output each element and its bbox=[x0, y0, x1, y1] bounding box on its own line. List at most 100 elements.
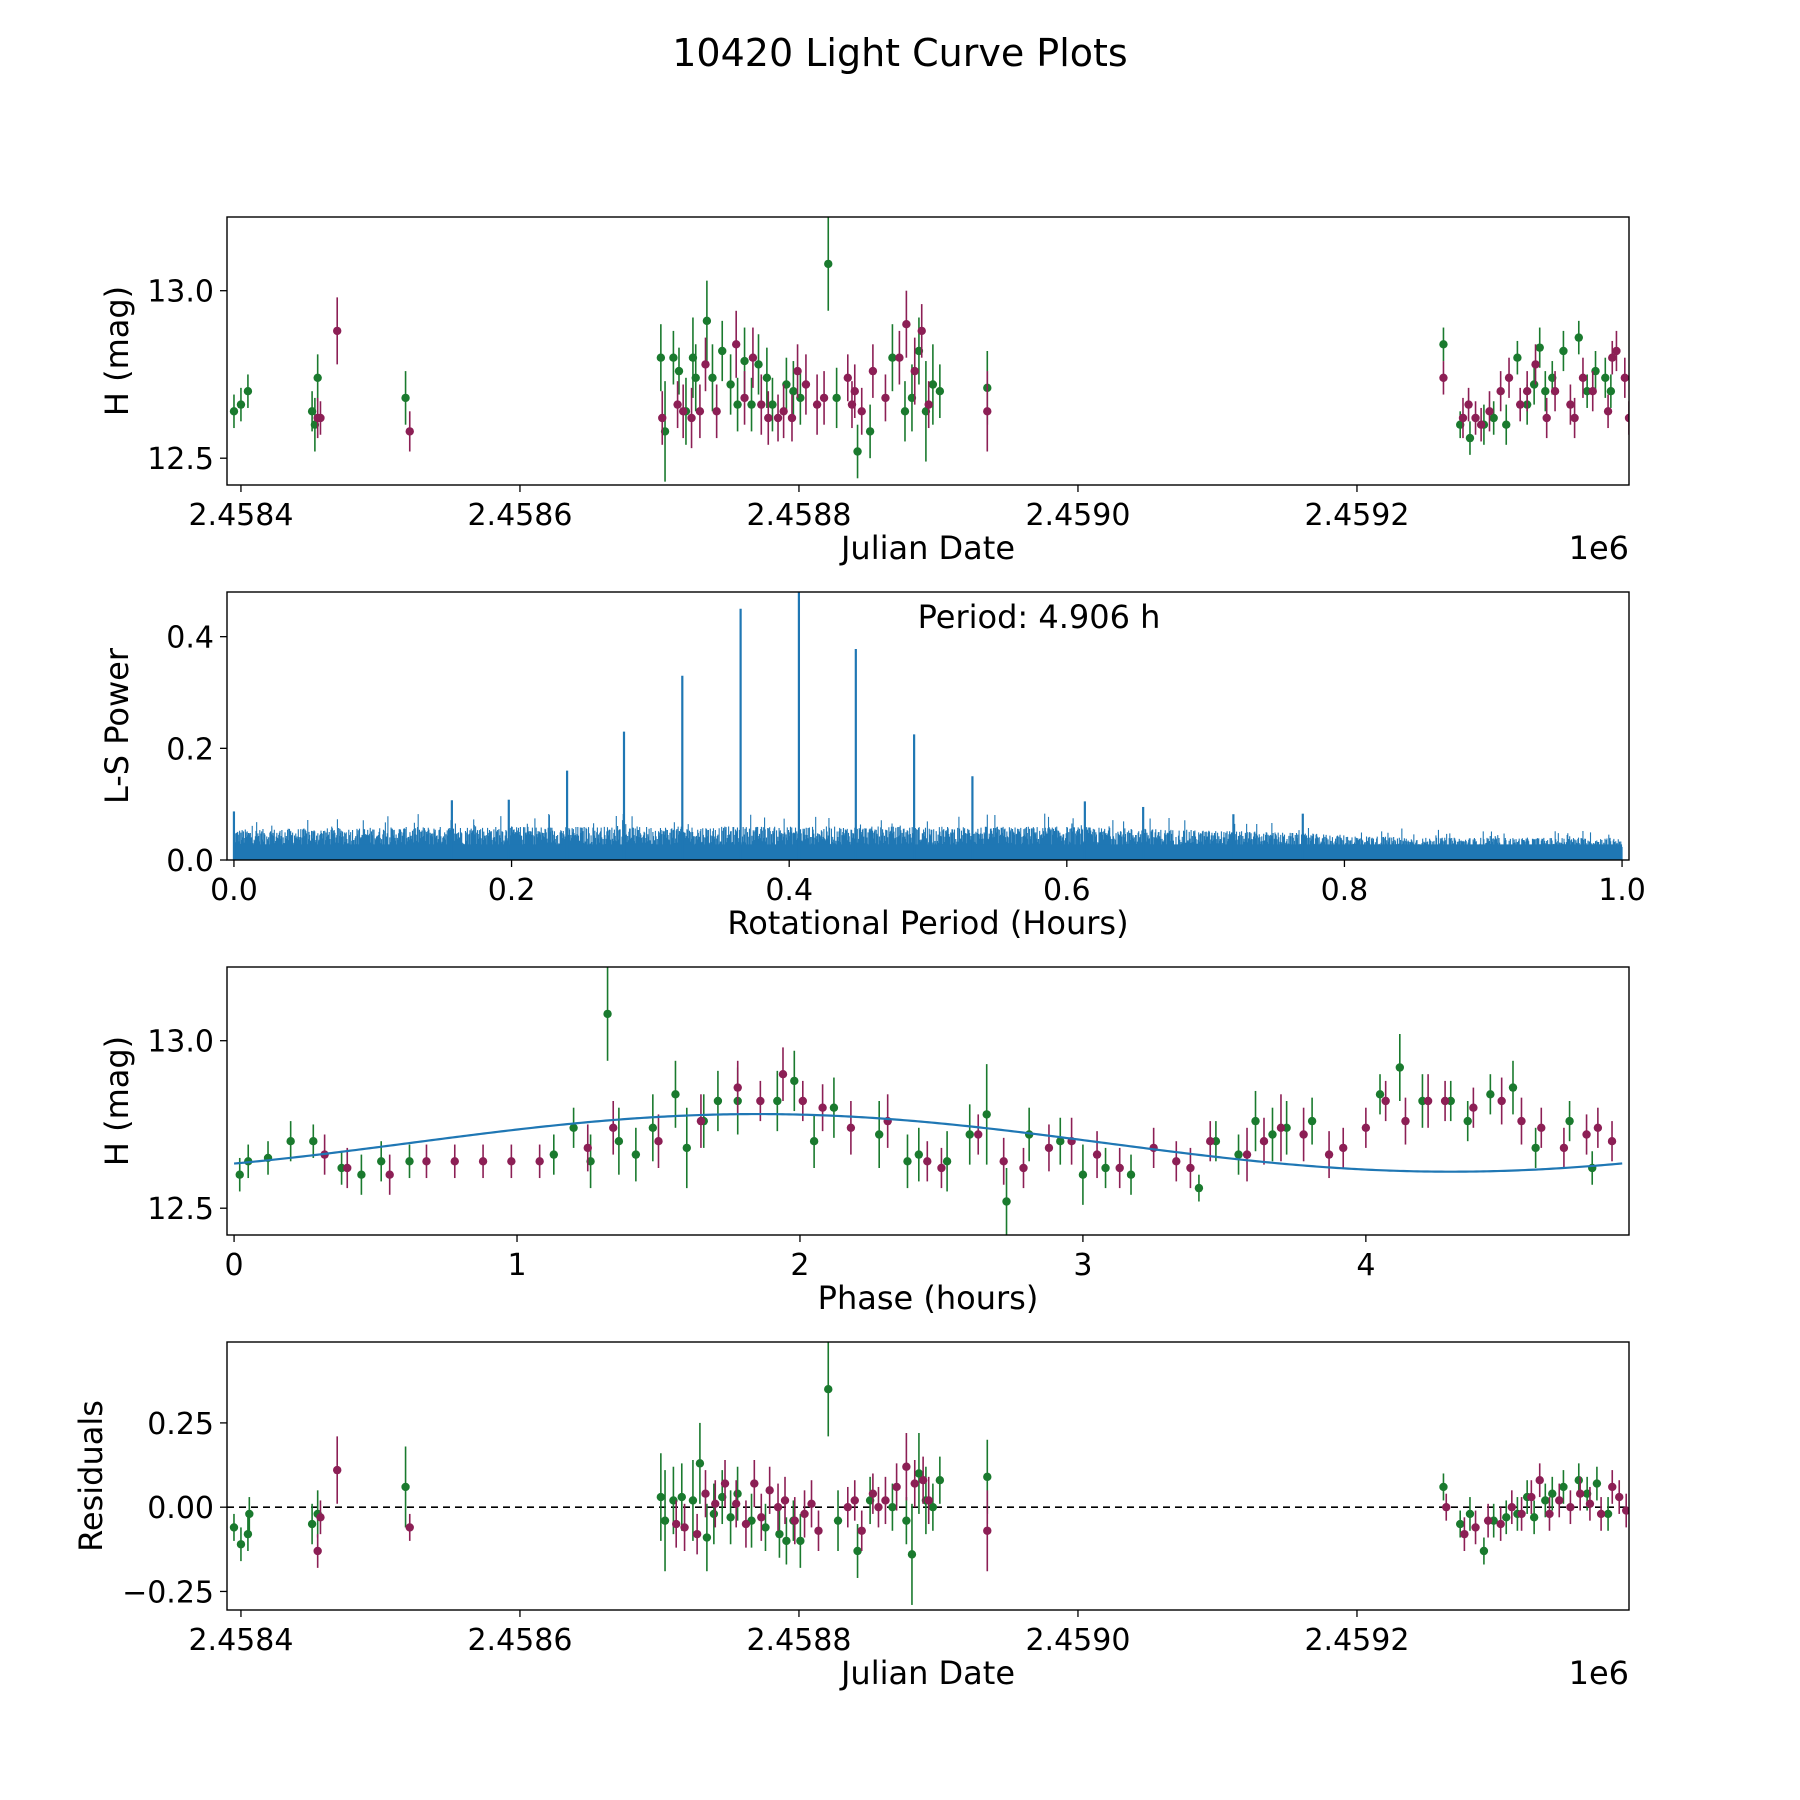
data-point bbox=[903, 1157, 912, 1166]
data-point bbox=[914, 1469, 924, 1478]
panel-residuals: 2.4584 2.4586 2.4588 2.4590 2.4592 −0.25 0.00 0… bbox=[72, 1341, 1630, 1692]
data-point bbox=[829, 1103, 839, 1112]
data-point bbox=[1585, 1499, 1595, 1509]
data-point bbox=[669, 353, 678, 362]
data-point bbox=[935, 1476, 945, 1485]
data-point bbox=[1465, 433, 1475, 443]
data-point bbox=[1565, 1116, 1574, 1126]
x-tick-label: 2.4584 bbox=[188, 1623, 293, 1658]
data-point bbox=[236, 1540, 246, 1549]
data-point bbox=[868, 1489, 878, 1498]
data-point bbox=[1194, 1183, 1204, 1193]
panel-phased: 0 1 2 3 4 12.5 13.0 Phase (hours) H (mag) bbox=[98, 966, 1630, 1317]
data-point bbox=[1541, 387, 1550, 396]
series-filter-green bbox=[229, 1342, 1613, 1605]
x-tick-label: 2 bbox=[790, 1248, 809, 1283]
panel-lightcurve: 2.4584 2.4586 2.4588 2.4590 2.4592 12.5 13.0 Ju… bbox=[98, 216, 1630, 567]
data-point bbox=[1485, 407, 1494, 416]
data-point bbox=[1574, 333, 1583, 342]
data-point bbox=[708, 373, 717, 382]
data-point bbox=[1559, 1143, 1569, 1153]
data-point bbox=[1442, 1502, 1451, 1512]
data-point bbox=[631, 1150, 641, 1159]
data-point bbox=[843, 1502, 852, 1512]
data-point bbox=[1401, 1116, 1410, 1126]
data-point bbox=[1507, 1502, 1517, 1512]
data-point bbox=[405, 427, 414, 436]
data-point bbox=[1044, 1143, 1054, 1153]
data-point bbox=[450, 1157, 459, 1166]
data-point bbox=[748, 353, 758, 362]
data-point bbox=[1612, 346, 1621, 356]
data-point bbox=[1504, 373, 1514, 382]
data-point bbox=[868, 366, 878, 376]
data-point bbox=[800, 1509, 809, 1519]
y-tick-label: −0.25 bbox=[122, 1575, 214, 1610]
data-point bbox=[709, 1509, 719, 1519]
data-point bbox=[1471, 1523, 1480, 1532]
data-point bbox=[1570, 413, 1579, 423]
data-point bbox=[773, 1502, 783, 1512]
data-point bbox=[673, 400, 682, 409]
data-point bbox=[787, 413, 797, 423]
data-point bbox=[1395, 1063, 1405, 1072]
data-point bbox=[1529, 380, 1539, 389]
data-point bbox=[478, 1157, 488, 1166]
data-point bbox=[1502, 1513, 1511, 1522]
data-point bbox=[812, 400, 822, 409]
data-point bbox=[778, 1070, 788, 1079]
data-point bbox=[309, 1137, 318, 1146]
data-point bbox=[1092, 1150, 1102, 1159]
x-tick-label: 2.4586 bbox=[467, 498, 572, 533]
data-point bbox=[1607, 1137, 1617, 1146]
series-filter-green bbox=[235, 967, 1597, 1235]
axes-frame bbox=[226, 591, 1630, 861]
data-point bbox=[688, 1496, 698, 1505]
data-point bbox=[701, 1489, 710, 1498]
data-point bbox=[965, 1130, 974, 1139]
data-point bbox=[1517, 1116, 1526, 1126]
data-point bbox=[1624, 413, 1629, 423]
data-point bbox=[857, 1526, 866, 1535]
data-point bbox=[313, 1546, 322, 1556]
data-point bbox=[818, 1103, 827, 1112]
data-point bbox=[881, 1496, 890, 1505]
data-point bbox=[1324, 1150, 1334, 1159]
y-tick-label: 0.2 bbox=[166, 732, 214, 767]
data-point bbox=[1476, 420, 1486, 429]
data-point bbox=[1615, 1492, 1624, 1502]
data-point bbox=[846, 1123, 856, 1133]
data-point bbox=[773, 1096, 782, 1106]
data-point bbox=[907, 1550, 917, 1559]
data-point bbox=[245, 1509, 254, 1519]
data-point bbox=[1559, 346, 1568, 356]
y-tick-label: 0.00 bbox=[147, 1491, 214, 1526]
data-point bbox=[718, 346, 727, 356]
x-tick-label: 0.8 bbox=[1321, 873, 1369, 908]
data-point bbox=[1541, 1496, 1550, 1505]
data-point bbox=[692, 1529, 702, 1539]
data-point bbox=[1242, 1150, 1252, 1159]
data-point bbox=[765, 1486, 774, 1495]
data-point bbox=[824, 1384, 833, 1394]
data-point bbox=[881, 393, 890, 403]
data-point bbox=[609, 1123, 618, 1133]
y-tick-label: 0.0 bbox=[166, 844, 214, 879]
data-point bbox=[1593, 1123, 1603, 1133]
data-point bbox=[798, 1096, 807, 1106]
data-point bbox=[656, 353, 666, 362]
x-offset-label: 1e6 bbox=[1569, 529, 1629, 567]
data-point bbox=[1601, 373, 1610, 382]
data-point bbox=[902, 1462, 911, 1471]
series-filter-magenta bbox=[313, 290, 1629, 452]
data-point bbox=[983, 1472, 992, 1482]
data-point bbox=[401, 1482, 410, 1492]
data-point bbox=[316, 413, 325, 423]
x-tick-label: 2.4592 bbox=[1304, 498, 1409, 533]
data-point bbox=[1361, 1123, 1371, 1133]
data-point bbox=[357, 1170, 366, 1179]
x-tick-label: 2.4588 bbox=[746, 498, 851, 533]
data-point bbox=[1603, 407, 1613, 416]
